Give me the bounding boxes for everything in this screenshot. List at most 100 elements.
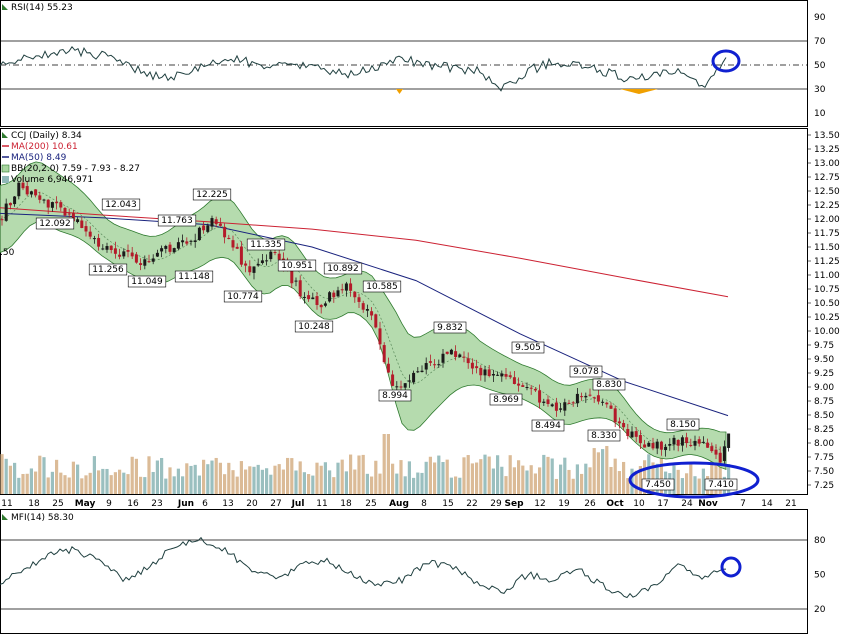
x-tick-label: 11 bbox=[1, 499, 12, 509]
candle-body bbox=[676, 439, 680, 446]
price-annotation-box bbox=[174, 270, 214, 283]
candle-body bbox=[370, 311, 374, 316]
candle-body bbox=[231, 240, 235, 248]
candle-body bbox=[118, 254, 122, 257]
volume-bar bbox=[185, 463, 189, 494]
rsi-highlight-circle bbox=[711, 49, 741, 73]
volume-bar bbox=[680, 478, 684, 494]
volume-bar bbox=[613, 458, 617, 494]
volume-bar bbox=[160, 457, 164, 494]
volume-bar bbox=[290, 458, 294, 494]
candle-body bbox=[407, 380, 411, 382]
volume-bar bbox=[80, 478, 84, 494]
volume-bar bbox=[533, 473, 537, 494]
volume-bar bbox=[449, 477, 453, 494]
candle-body bbox=[13, 196, 17, 205]
candle-body bbox=[496, 374, 500, 376]
volume-bar bbox=[319, 465, 323, 494]
candle-body bbox=[294, 280, 298, 282]
candle-body bbox=[529, 387, 533, 389]
candle-body bbox=[227, 237, 231, 239]
candle-body bbox=[8, 202, 12, 206]
volume-bar bbox=[344, 471, 348, 494]
candle-body bbox=[437, 364, 441, 366]
volume-bars bbox=[0, 434, 731, 494]
bollinger-middle-line bbox=[0, 191, 727, 452]
legend-volume: Volume 6,946,971 bbox=[11, 175, 93, 185]
price-annotation: 11.256 bbox=[92, 265, 124, 275]
volume-bar bbox=[181, 476, 185, 494]
candle-body bbox=[344, 283, 348, 291]
candle-body bbox=[605, 402, 609, 405]
price-tick-label: 13.25 bbox=[814, 145, 840, 155]
volume-bar bbox=[113, 472, 117, 494]
candle-body bbox=[445, 351, 449, 354]
price-annotation-box bbox=[35, 217, 75, 230]
candle-body bbox=[697, 439, 701, 444]
price-annotation: 10.951 bbox=[281, 261, 313, 271]
candle-body bbox=[147, 261, 151, 263]
candle-body bbox=[315, 296, 319, 305]
candle-body bbox=[59, 202, 63, 208]
candle-body bbox=[584, 395, 588, 398]
candle-body bbox=[680, 437, 684, 446]
volume-bar bbox=[21, 473, 25, 494]
price-tick-label: 7.25 bbox=[814, 481, 834, 491]
candle-body bbox=[651, 443, 655, 449]
volume-bar bbox=[428, 456, 432, 494]
volume-bar bbox=[126, 474, 130, 494]
candle-body bbox=[546, 399, 550, 404]
price-annotation: 8.969 bbox=[493, 395, 519, 405]
candle-body bbox=[101, 248, 105, 250]
candle-body bbox=[559, 408, 563, 410]
volume-bar bbox=[491, 468, 495, 494]
x-tick-label: 20 bbox=[246, 499, 258, 509]
candle-body bbox=[269, 251, 273, 260]
volume-bar bbox=[42, 457, 46, 494]
ma50-line bbox=[0, 212, 729, 417]
volume-bar bbox=[17, 477, 21, 494]
x-tick-label: 16 bbox=[127, 499, 139, 509]
volume-bar bbox=[25, 473, 29, 494]
candle-body bbox=[596, 395, 600, 402]
candle-body bbox=[512, 377, 516, 385]
candle-body bbox=[139, 263, 143, 265]
volume-bar bbox=[227, 462, 231, 494]
volume-bar bbox=[164, 478, 168, 494]
candle-body bbox=[290, 270, 294, 284]
candle-body bbox=[323, 303, 327, 306]
candle-body bbox=[479, 367, 483, 376]
volume-bar bbox=[231, 470, 235, 494]
candle-body bbox=[462, 356, 466, 358]
price-annotation-box bbox=[592, 378, 626, 391]
candle-body bbox=[500, 373, 504, 377]
candle-body bbox=[634, 431, 638, 437]
volume-bar bbox=[416, 472, 420, 494]
rsi-label: RSI(14) 55.23 bbox=[11, 3, 73, 13]
volume-bar bbox=[76, 464, 80, 494]
volume-bar bbox=[4, 458, 8, 494]
candle-body bbox=[701, 441, 705, 443]
rsi-tick-label: 90 bbox=[814, 13, 826, 23]
x-tick-label: 10 bbox=[633, 499, 645, 509]
volume-bar bbox=[46, 477, 50, 494]
candle-body bbox=[185, 241, 189, 244]
triangle-icon bbox=[2, 514, 8, 520]
mfi-tick-label: 50 bbox=[814, 571, 826, 581]
candle-body bbox=[710, 446, 714, 452]
price-annotation-box bbox=[378, 389, 412, 402]
volume-bar bbox=[92, 456, 96, 494]
candle-body bbox=[113, 248, 117, 254]
price-annotation-box bbox=[277, 259, 317, 272]
candle-body bbox=[126, 249, 130, 252]
x-tick-label: Nov bbox=[698, 499, 718, 509]
volume-bar bbox=[479, 459, 483, 494]
candle-body bbox=[659, 441, 663, 450]
volume-bar bbox=[454, 476, 458, 494]
price-tick-label: 11.00 bbox=[814, 271, 840, 281]
candle-body bbox=[332, 292, 336, 298]
candle-body bbox=[151, 258, 155, 262]
candle-body bbox=[554, 402, 558, 411]
volume-bar bbox=[563, 457, 567, 494]
volume-bar bbox=[584, 463, 588, 494]
